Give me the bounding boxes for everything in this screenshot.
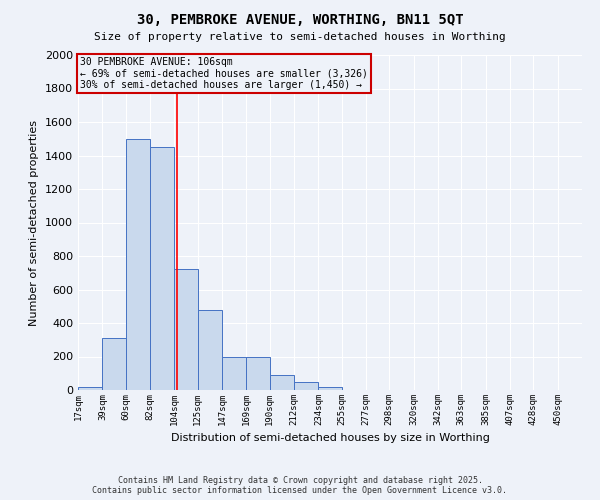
Bar <box>175 270 197 390</box>
Bar <box>294 382 319 390</box>
Bar <box>150 147 175 390</box>
Bar <box>222 358 247 390</box>
Bar <box>103 338 125 390</box>
Text: 30 PEMBROKE AVENUE: 106sqm
← 69% of semi-detached houses are smaller (3,326)
30%: 30 PEMBROKE AVENUE: 106sqm ← 69% of semi… <box>80 56 368 90</box>
Y-axis label: Number of semi-detached properties: Number of semi-detached properties <box>29 120 40 326</box>
Bar <box>319 386 341 390</box>
Text: Size of property relative to semi-detached houses in Worthing: Size of property relative to semi-detach… <box>94 32 506 42</box>
Bar <box>197 310 222 390</box>
Bar <box>78 386 103 390</box>
Bar <box>247 358 269 390</box>
X-axis label: Distribution of semi-detached houses by size in Worthing: Distribution of semi-detached houses by … <box>170 434 490 444</box>
Text: Contains HM Land Registry data © Crown copyright and database right 2025.
Contai: Contains HM Land Registry data © Crown c… <box>92 476 508 495</box>
Text: 30, PEMBROKE AVENUE, WORTHING, BN11 5QT: 30, PEMBROKE AVENUE, WORTHING, BN11 5QT <box>137 12 463 26</box>
Bar <box>269 375 294 390</box>
Bar <box>125 138 150 390</box>
